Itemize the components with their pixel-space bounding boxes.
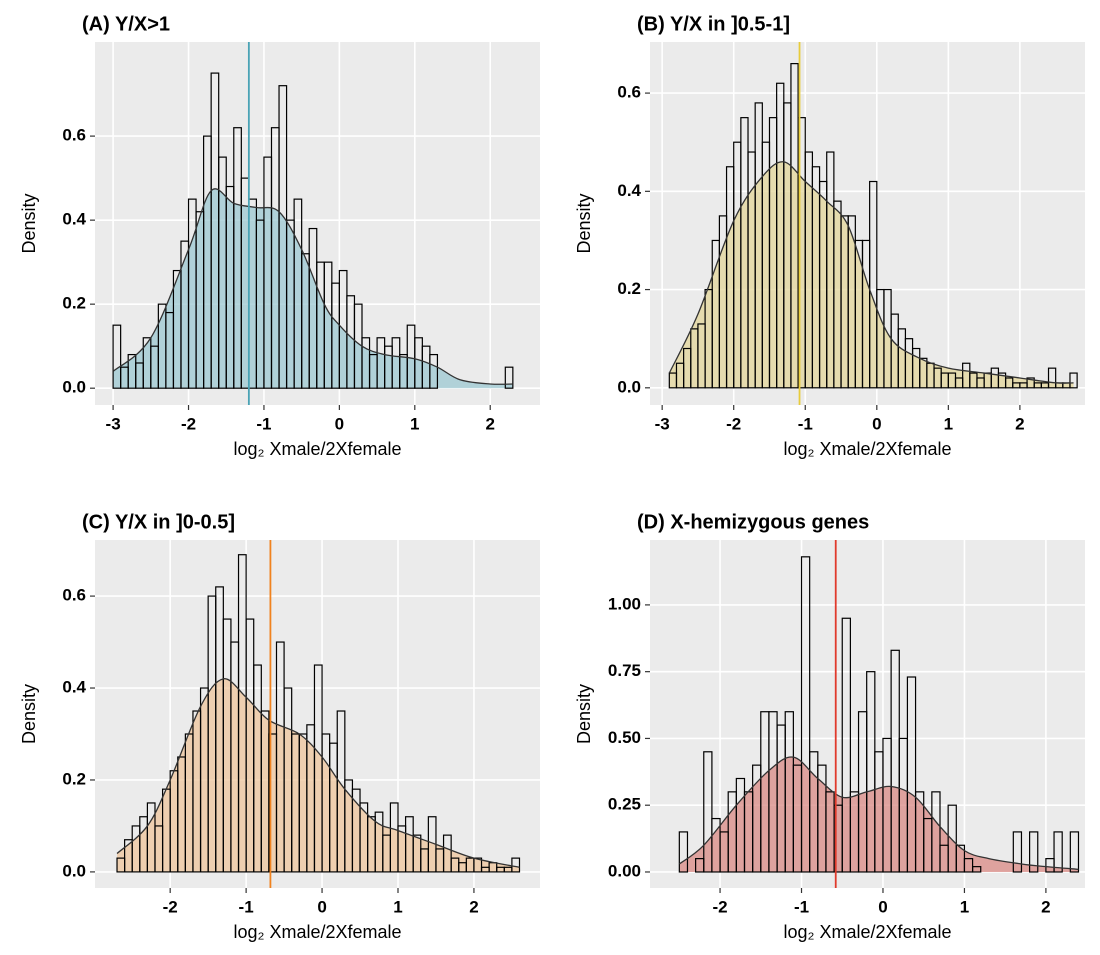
panel-title: (A) Y/X>1 (82, 13, 170, 35)
histogram-bar (429, 353, 439, 389)
histogram-bar (1069, 372, 1078, 389)
density-area (679, 756, 1079, 872)
y-tick-label: 0.00 (608, 861, 641, 880)
histogram-bar (869, 180, 878, 389)
histogram-bar (906, 676, 917, 873)
x-tick-label: 1 (960, 897, 969, 916)
histogram-bar (800, 556, 811, 873)
density-curve (116, 678, 520, 868)
x-tick-label: 2 (1015, 414, 1024, 433)
y-tick-label: 0.2 (62, 294, 86, 313)
histogram-bar (1053, 831, 1063, 873)
x-tick-label: -1 (794, 897, 809, 916)
y-tick-label: 0.2 (62, 769, 86, 788)
y-axis-label: Density (574, 193, 594, 253)
y-tick-label: 0.25 (608, 795, 641, 814)
histogram-bar (1029, 831, 1039, 873)
histogram-bar (112, 324, 122, 389)
y-tick-label: 0.2 (617, 279, 641, 298)
x-tick-label: 2 (485, 414, 494, 433)
y-tick-label: 0.6 (62, 586, 86, 605)
histogram-bar (678, 831, 689, 873)
x-tick-label: 0 (317, 897, 326, 916)
x-tick-label: 0 (872, 414, 881, 433)
histogram-bar (1069, 831, 1080, 873)
y-tick-label: 0.4 (617, 181, 641, 200)
density-curve (668, 161, 1074, 384)
x-tick-label: 2 (469, 897, 478, 916)
y-tick-label: 0.4 (62, 210, 86, 229)
panel-title: (C) Y/X in ]0-0.5] (82, 511, 235, 533)
x-tick-label: -3 (106, 414, 121, 433)
x-tick-label: 0 (335, 414, 344, 433)
density-area (669, 161, 1074, 388)
x-axis-label: log₂ Xmale/2Xfemale (783, 922, 951, 942)
x-axis-label: log₂ Xmale/2Xfemale (233, 922, 401, 942)
x-tick-label: -2 (163, 897, 178, 916)
histogram-bar (473, 857, 483, 873)
y-tick-label: 0.0 (617, 377, 641, 396)
panel: 0.0 0.2 0.4 0.6 -3 -2 -1 0 1 2 (A) Y/X>1 log₂ Xmale… (19, 13, 540, 459)
histogram-bar (841, 617, 851, 873)
x-tick-label: 2 (1041, 897, 1050, 916)
histogram-bar (1012, 831, 1023, 873)
x-tick-label: 1 (944, 414, 953, 433)
x-tick-label: -1 (798, 414, 813, 433)
density-area (117, 678, 520, 872)
density-curve (678, 756, 1079, 870)
x-tick-label: -2 (726, 414, 741, 433)
x-tick-label: 1 (410, 414, 419, 433)
y-axis-label: Density (19, 193, 39, 253)
y-tick-label: 0.50 (608, 728, 641, 747)
x-tick-label: -3 (655, 414, 670, 433)
y-axis-label: Density (574, 684, 594, 744)
panel: 0.0 0.2 0.4 0.6 -2 -1 0 1 2 (C) Y/X in ]0-0.5] log… (19, 511, 540, 942)
histogram-bar (1047, 367, 1057, 389)
histogram-bar (703, 751, 713, 873)
y-tick-label: 0.6 (617, 83, 641, 102)
x-axis-label: log₂ Xmale/2Xfemale (783, 439, 951, 459)
y-tick-label: 0.0 (62, 861, 86, 880)
histogram-bar (971, 866, 982, 873)
x-tick-label: -1 (256, 414, 271, 433)
y-axis-label: Density (19, 684, 39, 744)
x-tick-label: -2 (712, 897, 727, 916)
panel-title: (D) X-hemizygous genes (637, 511, 869, 533)
histogram-bar (931, 791, 941, 873)
x-axis-label: log₂ Xmale/2Xfemale (233, 439, 401, 459)
y-tick-label: 0.6 (62, 126, 86, 145)
histogram-bar (442, 834, 452, 873)
x-tick-label: 1 (393, 897, 402, 916)
histogram-bar (963, 858, 974, 873)
y-tick-label: 0.4 (62, 678, 86, 697)
histogram-bar (947, 804, 957, 873)
density-area (113, 188, 513, 389)
y-tick-label: 0.0 (62, 378, 86, 397)
x-tick-label: -2 (181, 414, 196, 433)
x-tick-label: -1 (239, 897, 254, 916)
histogram-bar (511, 857, 521, 873)
density-curve (112, 188, 513, 385)
y-tick-label: 0.75 (608, 661, 641, 680)
panel: 0.0 0.2 0.4 0.6 -3 -2 -1 0 1 2 (B) Y/X in ]0.5-1] l… (574, 13, 1085, 459)
panel-title: (B) Y/X in ]0.5-1] (637, 13, 790, 35)
histogram-bar (504, 366, 514, 389)
y-tick-label: 1.00 (608, 594, 641, 613)
panel: 0.00 0.25 0.50 0.75 1.00 -2 -1 0 1 2 (D) X-hemizyg… (574, 511, 1085, 942)
x-tick-label: 0 (878, 897, 887, 916)
